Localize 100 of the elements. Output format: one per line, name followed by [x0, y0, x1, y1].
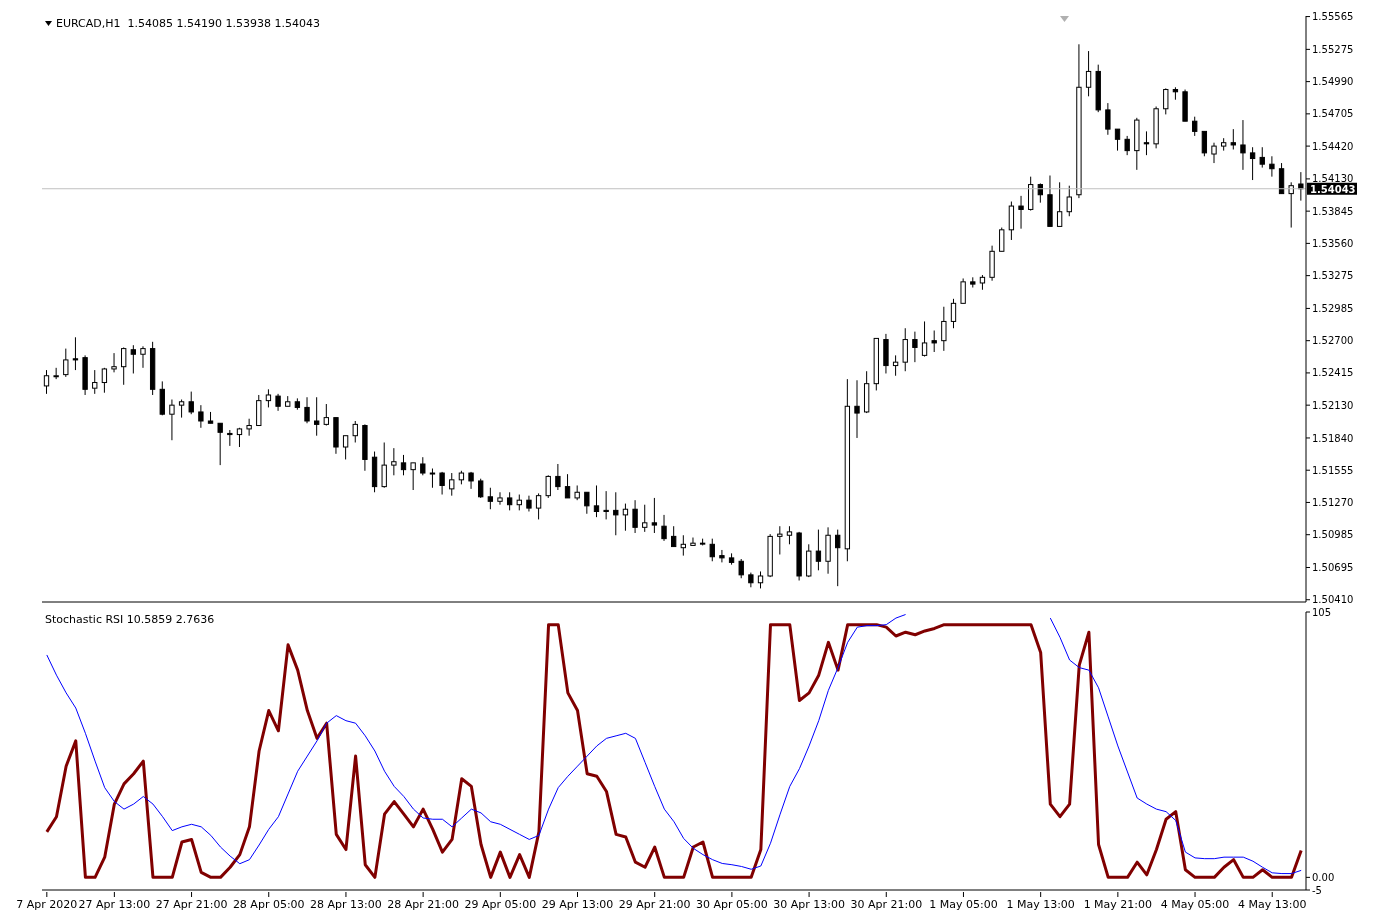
candlestick — [1066, 185, 1072, 217]
x-tick-label: 1 May 13:00 — [1006, 898, 1075, 911]
candlestick — [198, 404, 204, 429]
candlestick — [535, 492, 542, 520]
candlestick — [391, 447, 397, 476]
candlestick — [140, 345, 146, 369]
x-tick-label: 27 Apr 13:00 — [78, 898, 151, 911]
candlestick — [1163, 87, 1169, 115]
y-tick-label: 1.51840 — [1312, 432, 1354, 444]
x-tick-label: 28 Apr 05:00 — [232, 898, 305, 911]
y-tick-label: 1.54990 — [1312, 76, 1354, 88]
candlestick — [400, 454, 407, 476]
y-tick-label: 1.50985 — [1312, 529, 1354, 541]
candlestick — [709, 538, 715, 562]
x-tick-label: 1 May 21:00 — [1083, 898, 1153, 911]
chart-title: EURCAD,H1 1.54085 1.54190 1.53938 1.54043 — [56, 17, 320, 30]
candlestick — [613, 491, 619, 536]
candlestick — [1085, 50, 1092, 97]
x-tick-label: 30 Apr 21:00 — [850, 898, 923, 911]
candlestick — [217, 422, 223, 466]
candlestick — [1259, 146, 1265, 169]
candlestick — [584, 491, 590, 515]
candlestick — [1249, 146, 1256, 181]
candlestick — [912, 331, 918, 363]
x-tick-label: 7 Apr 2020 — [16, 898, 78, 911]
candlestick — [622, 503, 629, 532]
chart-title: Stochastic RSI 10.5859 2.7636 — [45, 613, 215, 626]
candlestick — [545, 474, 551, 499]
candlestick — [960, 277, 966, 304]
candlestick — [342, 435, 349, 460]
candlestick — [564, 473, 571, 499]
x-tick-label: 1 May 05:00 — [929, 898, 998, 911]
y-tick-label: 1.50695 — [1312, 562, 1354, 574]
candlestick — [43, 369, 50, 395]
candlestick — [651, 497, 658, 534]
candlestick — [92, 369, 98, 395]
y-tick-label: 1.54705 — [1312, 108, 1354, 120]
candlestick — [130, 344, 137, 374]
candlestick — [603, 490, 609, 520]
candlestick — [902, 327, 908, 372]
y-tick-label: 1.51270 — [1312, 497, 1354, 508]
candlestick — [1192, 116, 1198, 137]
candlestick — [999, 227, 1005, 252]
y-tick-label: 1.52130 — [1312, 399, 1354, 411]
candlestick — [1008, 201, 1015, 241]
x-tick-label: 30 Apr 13:00 — [773, 898, 845, 911]
candlestick — [121, 346, 127, 386]
x-tick-label: 4 May 13:00 — [1238, 898, 1307, 911]
candlestick — [381, 441, 387, 489]
x-tick-label: 29 Apr 13:00 — [541, 898, 614, 911]
candlestick — [1114, 128, 1121, 152]
candlestick — [921, 320, 928, 358]
candlestick — [420, 456, 426, 476]
candlestick — [1230, 128, 1236, 150]
x-tick-label: 28 Apr 21:00 — [387, 898, 459, 911]
x-tick-label: 29 Apr 21:00 — [618, 898, 691, 911]
y-tick-label: 1.52415 — [1312, 367, 1354, 379]
x-tick-label: 27 Apr 21:00 — [155, 898, 228, 911]
y-tick-label: 1.53275 — [1312, 270, 1354, 282]
candlestick — [188, 391, 194, 415]
candlestick — [738, 558, 744, 579]
candlestick — [101, 367, 108, 394]
y-tick-label: 1.51555 — [1312, 464, 1354, 476]
y-tick-label: 1.53845 — [1312, 205, 1354, 217]
candlestick — [1018, 195, 1024, 230]
y-tick-label: 1.53560 — [1312, 237, 1354, 249]
x-tick-label: 28 Apr 13:00 — [310, 898, 382, 911]
y-tick-label: 1.50410 — [1312, 594, 1354, 606]
candlestick — [314, 396, 320, 437]
candlestick — [1056, 181, 1063, 227]
candlestick — [265, 388, 272, 408]
candlestick — [53, 367, 59, 380]
x-tick-label: 29 Apr 05:00 — [464, 898, 537, 911]
candlestick — [323, 403, 329, 427]
candlestick — [1269, 155, 1275, 178]
candlestick — [72, 336, 79, 371]
y-tick-label: -5 — [1312, 884, 1322, 896]
candlestick — [777, 525, 783, 555]
candlestick — [941, 306, 947, 352]
candlestick — [429, 468, 436, 489]
candlestick — [593, 484, 600, 518]
x-tick-label: 30 Apr 05:00 — [696, 898, 768, 911]
candlestick — [931, 329, 937, 353]
y-tick-label: 1.55565 — [1312, 11, 1354, 23]
candlestick — [246, 418, 252, 437]
candlestick — [487, 487, 494, 510]
candlestick — [835, 529, 841, 587]
candlestick — [854, 379, 860, 439]
y-tick-label: 1.52985 — [1312, 302, 1354, 314]
candlestick — [304, 396, 310, 424]
candlestick — [671, 525, 677, 548]
candlestick — [1240, 119, 1246, 171]
candlestick — [1124, 135, 1130, 156]
y-tick-label: 1.55275 — [1312, 43, 1354, 55]
candlestick — [506, 491, 513, 511]
candlestick — [661, 514, 667, 542]
candlestick — [410, 462, 416, 491]
candlestick — [950, 298, 957, 329]
candlestick — [111, 352, 117, 373]
y-tick-label: 0.00 — [1312, 871, 1335, 883]
